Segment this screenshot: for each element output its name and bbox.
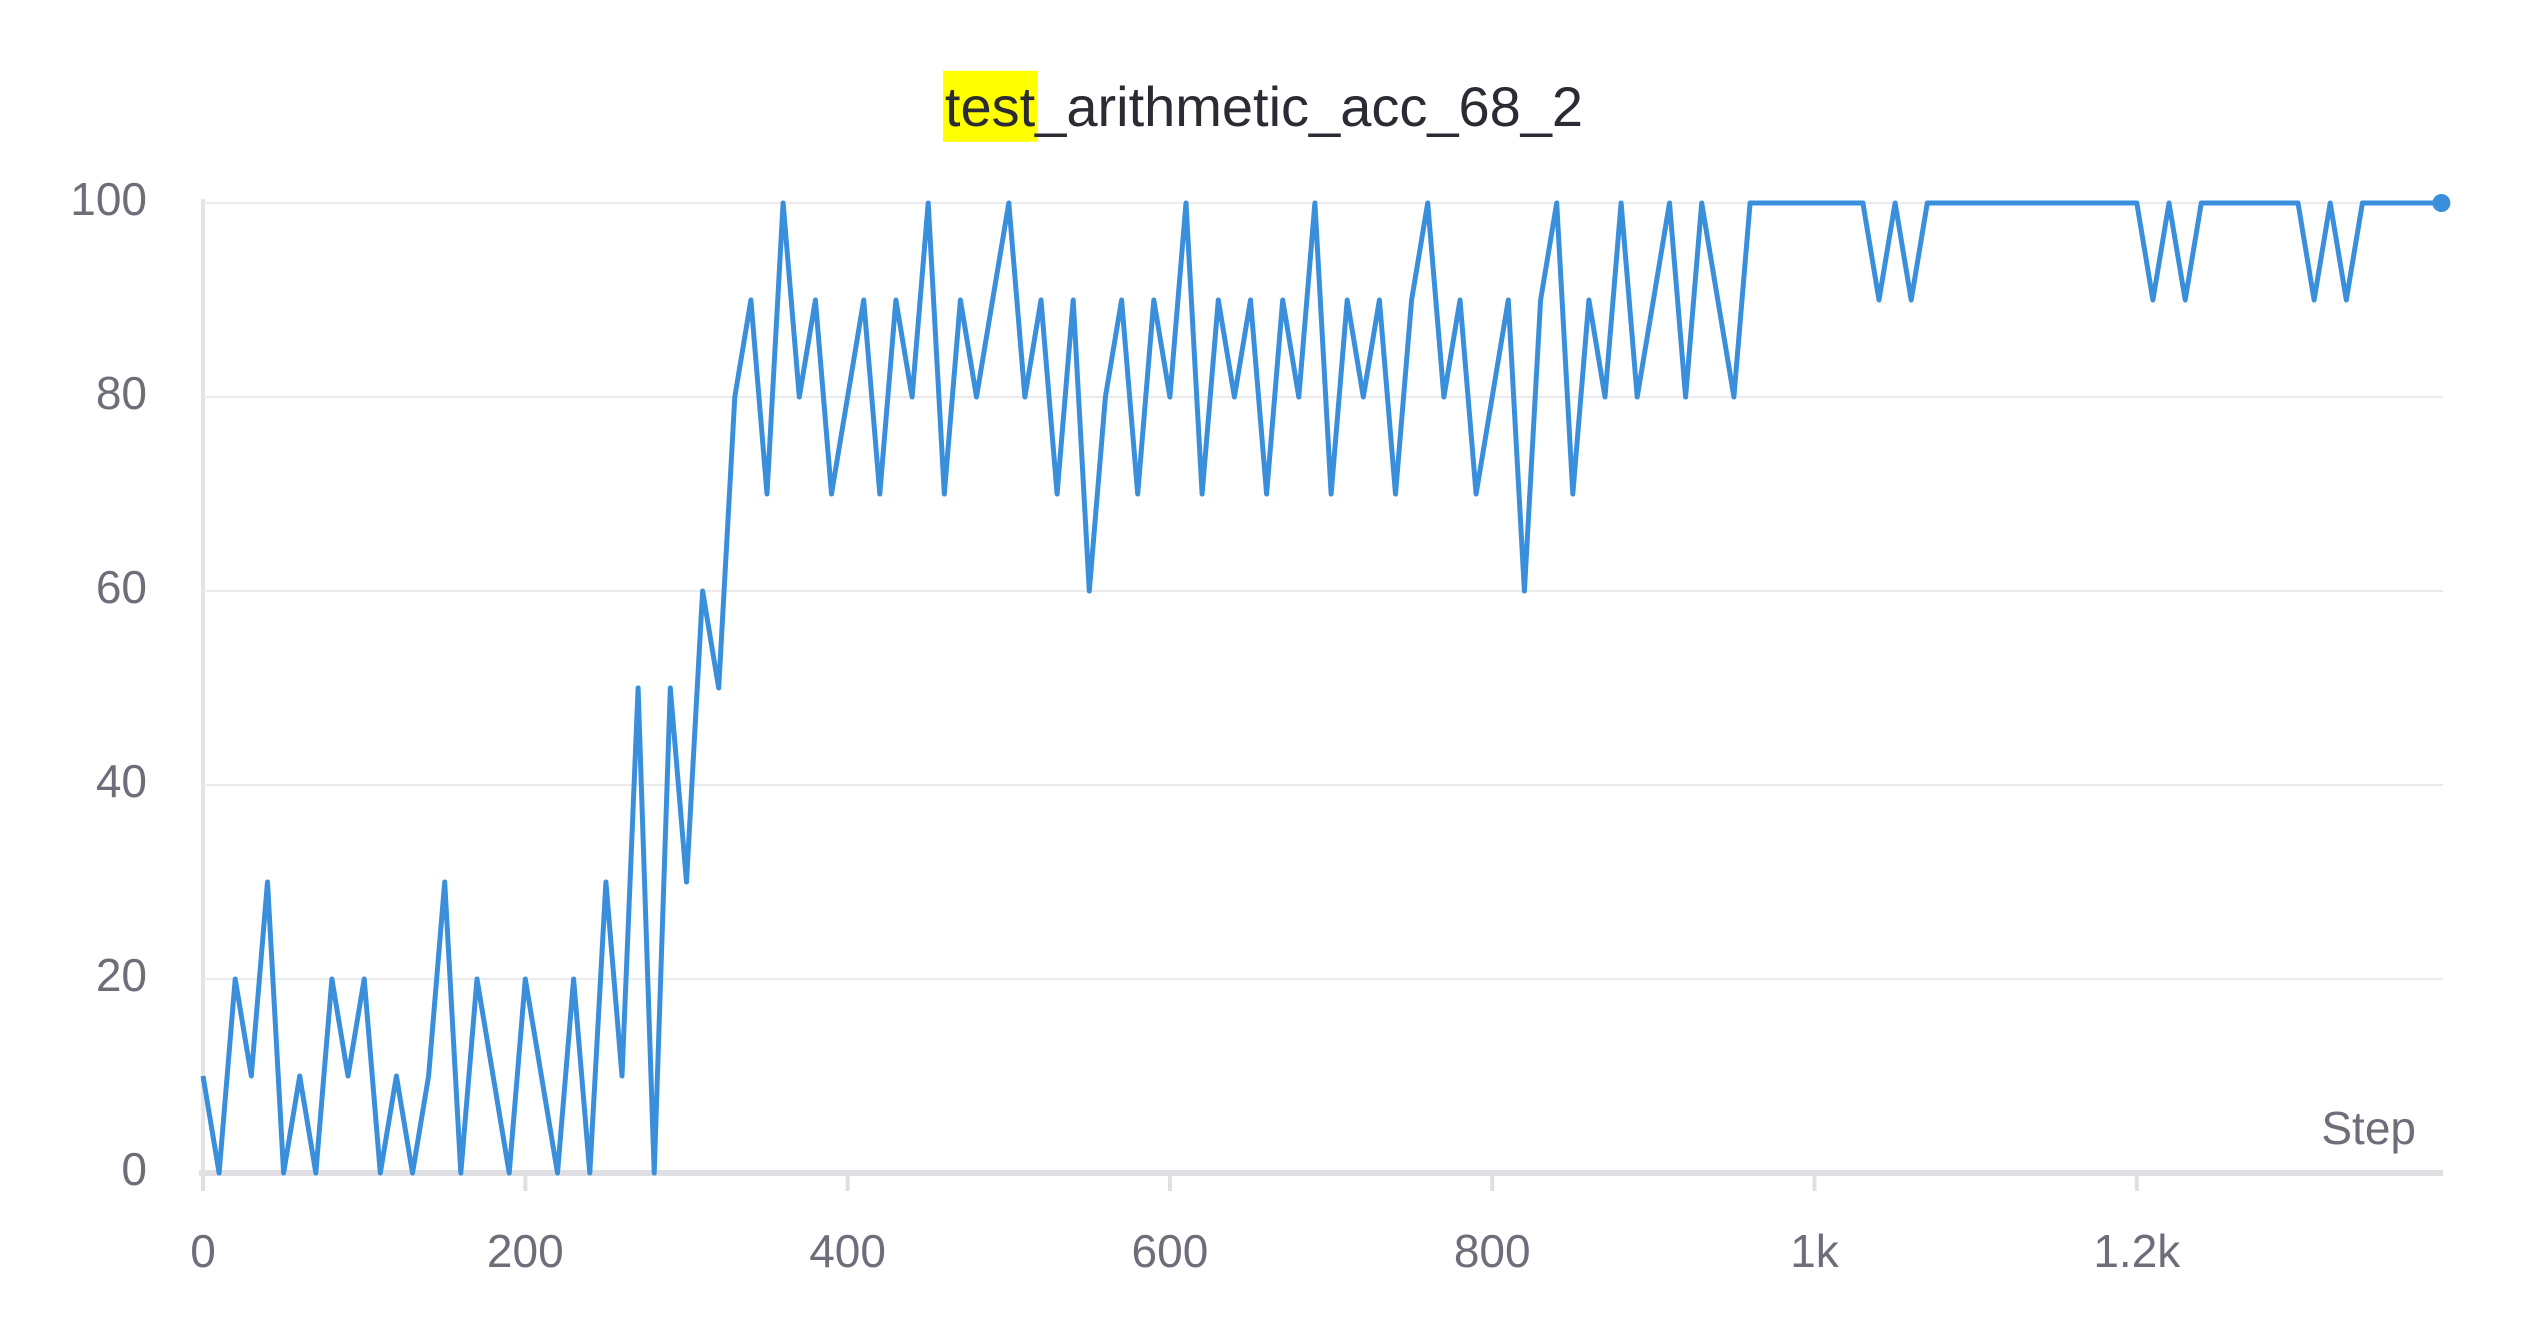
x-tick-label: 400	[809, 1225, 886, 1277]
x-tick-label: 1k	[1790, 1225, 1840, 1277]
y-tick-label: 20	[96, 949, 147, 1001]
y-tick-label: 80	[96, 367, 147, 419]
x-tick-label: 1.2k	[2093, 1225, 2181, 1277]
search-highlight	[942, 70, 1038, 142]
y-tick-label: 40	[96, 755, 147, 807]
x-tick-label: 800	[1454, 1225, 1531, 1277]
chart-title: test_arithmetic_acc_68_2	[945, 75, 1583, 138]
y-tick-label: 100	[70, 173, 147, 225]
y-tick-label: 0	[121, 1143, 147, 1195]
x-tick-label: 200	[487, 1225, 564, 1277]
last-point	[2432, 194, 2451, 212]
x-tick-label: 600	[1132, 1225, 1209, 1277]
y-tick-label: 60	[96, 561, 147, 613]
x-tick-label: 0	[190, 1225, 216, 1277]
series-line	[200, 200, 2442, 1176]
x-axis-label: Step	[2321, 1102, 2416, 1154]
